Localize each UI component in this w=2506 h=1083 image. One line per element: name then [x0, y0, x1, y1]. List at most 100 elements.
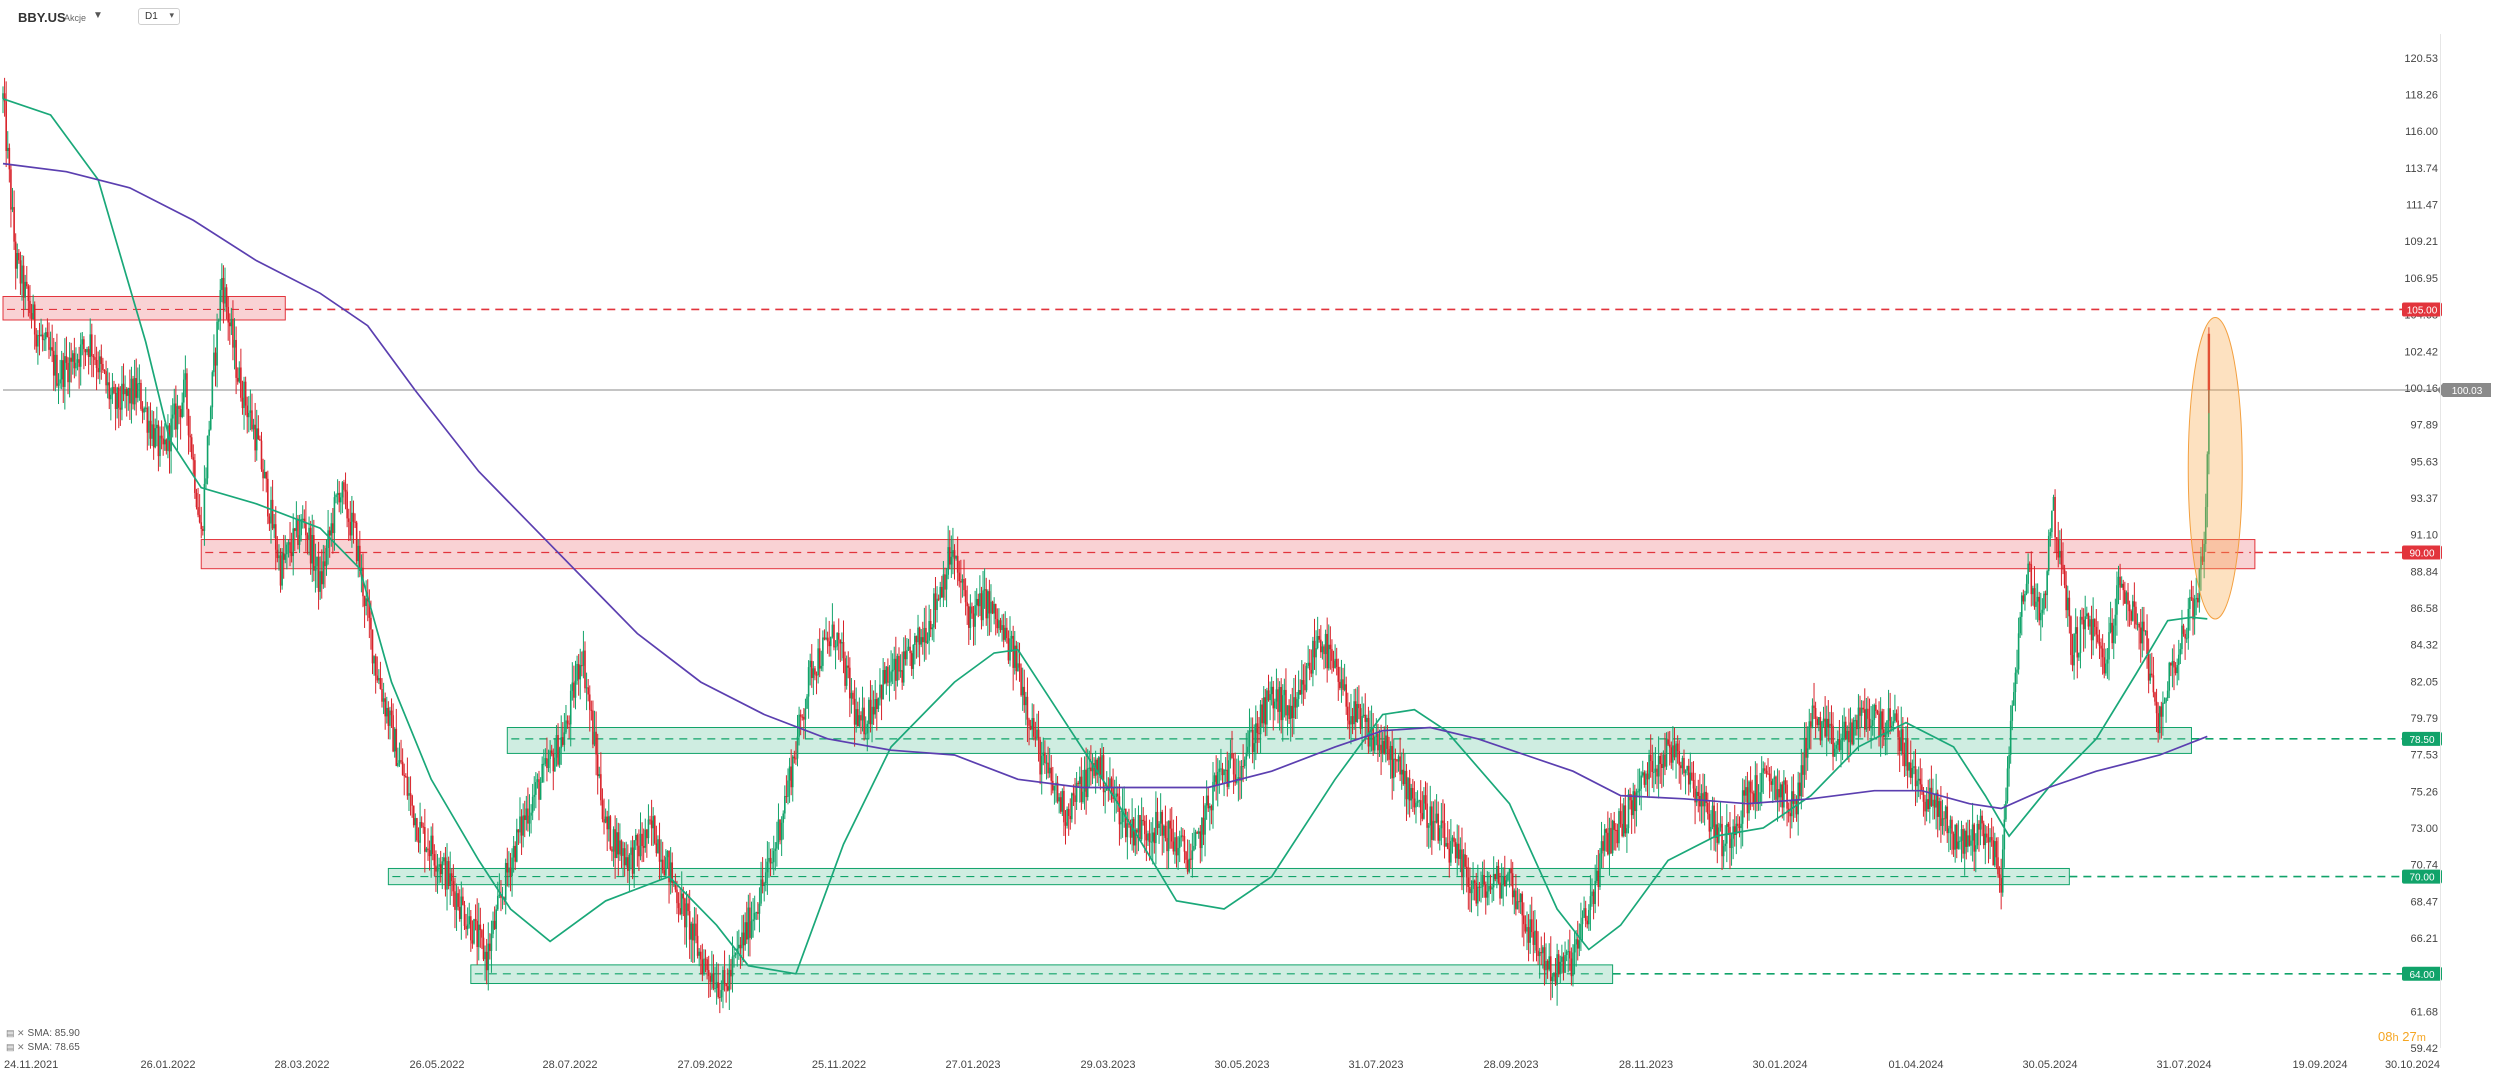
- candle-body: [24, 281, 27, 298]
- candle-body: [2165, 698, 2167, 703]
- candle-body: [336, 492, 339, 496]
- candle-body: [1267, 690, 1270, 701]
- candle-body: [1822, 718, 1825, 722]
- candle-body: [611, 849, 613, 852]
- x-tick-label: 19.09.2024: [2292, 1059, 2347, 1071]
- candle-body: [658, 839, 661, 862]
- candle-body: [1538, 952, 1541, 957]
- candle-body: [2040, 612, 2042, 621]
- candle-body: [1408, 778, 1411, 801]
- candle-body: [745, 922, 748, 940]
- candle-body: [1867, 708, 1869, 719]
- candle-body: [1007, 638, 1010, 661]
- candle-body: [1072, 793, 1075, 796]
- candle-body: [1699, 795, 1701, 807]
- candle-body: [1159, 811, 1162, 824]
- x-tick-label: 28.07.2022: [542, 1059, 597, 1071]
- candle-body: [157, 424, 160, 457]
- candle-body: [536, 779, 539, 783]
- candle-body: [5, 101, 7, 151]
- candle-body: [60, 360, 63, 380]
- candle-body: [1548, 956, 1550, 970]
- candle-body: [1680, 765, 1682, 769]
- candle-body: [2157, 713, 2159, 734]
- candle-body: [528, 815, 531, 824]
- candle-body: [489, 943, 491, 951]
- candle-body: [1626, 828, 1628, 834]
- y-tick-label: 91.10: [2410, 530, 2438, 542]
- candle-body: [27, 286, 30, 301]
- candle-body: [2135, 606, 2137, 625]
- candle-body: [484, 951, 486, 960]
- candle-body: [141, 408, 144, 413]
- candle-body: [171, 414, 174, 419]
- candle-body: [845, 665, 848, 686]
- candle-body: [255, 428, 258, 451]
- candle-body: [1136, 829, 1138, 833]
- timeframe-select[interactable]: D1 ▾: [138, 8, 180, 25]
- candle-body: [1145, 834, 1148, 841]
- candle-body: [1305, 665, 1308, 691]
- candle-body: [2206, 454, 2209, 508]
- candle-body: [657, 839, 659, 854]
- candle-body: [568, 723, 570, 725]
- candle-body: [1367, 717, 1370, 747]
- candle-body: [844, 658, 846, 686]
- candle-body: [1481, 874, 1484, 887]
- level-badge: [2402, 302, 2442, 317]
- candle-body: [1232, 758, 1235, 775]
- candle-body: [273, 524, 275, 529]
- symbol-label[interactable]: BBY.US: [18, 10, 66, 25]
- candle-body: [1304, 684, 1306, 691]
- y-tick-label: 82.05: [2410, 676, 2438, 688]
- candle-body: [2166, 690, 2169, 699]
- candle-body: [165, 439, 168, 451]
- indicator-legend-1[interactable]: ▤ ✕ SMA: 85.90: [6, 1028, 80, 1039]
- candle-body: [1849, 722, 1852, 743]
- candle-body: [1450, 841, 1452, 863]
- candle-body: [546, 758, 548, 769]
- candle-body: [1965, 830, 1968, 847]
- candle-body: [213, 352, 215, 373]
- candle-body: [1388, 748, 1390, 760]
- candle-body: [43, 339, 46, 341]
- candle-body: [1989, 837, 1991, 843]
- candle-body: [1356, 703, 1359, 723]
- candle-body: [2062, 564, 2064, 570]
- candle-body: [1467, 877, 1470, 887]
- candle-body: [447, 861, 450, 886]
- candle-body: [1890, 725, 1893, 728]
- candle-body: [804, 708, 807, 720]
- level-badge-label: 105.00: [2407, 305, 2438, 316]
- candle-body: [433, 854, 436, 866]
- candle-body: [2109, 622, 2112, 633]
- candle-body: [1323, 646, 1325, 655]
- candle-body: [276, 549, 279, 559]
- candle-body: [282, 553, 285, 560]
- candle-body: [1134, 829, 1137, 846]
- candle-body: [457, 893, 459, 907]
- candle-body: [825, 637, 827, 640]
- candle-body: [102, 363, 104, 370]
- candle-body: [1434, 821, 1436, 823]
- y-tick-label: 77.53: [2410, 750, 2438, 762]
- indicator-legend-2[interactable]: ▤ ✕ SMA: 78.65: [6, 1042, 80, 1053]
- candle-body: [1908, 762, 1910, 771]
- level-badge-label: 100.03: [2452, 386, 2483, 397]
- candle-body: [695, 923, 697, 936]
- candle-body: [1738, 825, 1741, 829]
- candle-body: [1526, 927, 1528, 932]
- candle-body: [393, 728, 396, 752]
- candle-body: [305, 522, 307, 536]
- candle-body: [1448, 848, 1451, 863]
- candle-body: [1802, 765, 1804, 775]
- candle-body: [646, 829, 648, 839]
- candle-body: [163, 439, 166, 445]
- y-tick-label: 97.89: [2410, 420, 2438, 432]
- candle-body: [397, 763, 399, 766]
- symbol-dropdown-icon[interactable]: ▼: [93, 10, 103, 21]
- candle-body: [335, 495, 337, 498]
- candle-body: [2193, 599, 2196, 620]
- candle-body: [224, 287, 226, 304]
